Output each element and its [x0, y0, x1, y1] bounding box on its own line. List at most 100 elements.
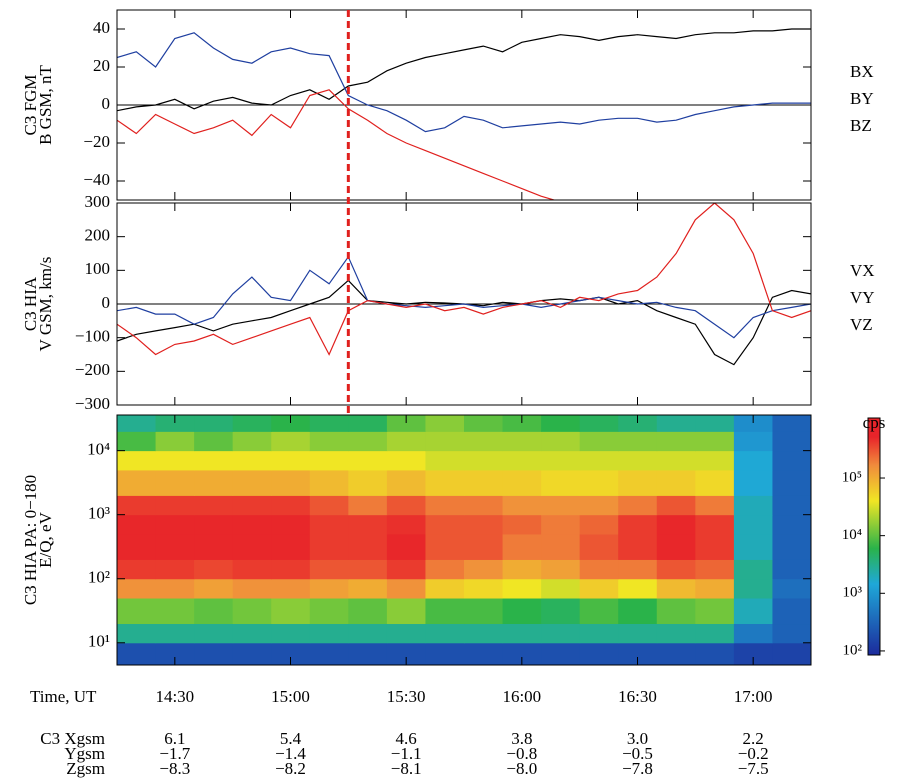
spectrogram-cell	[348, 431, 388, 452]
spectrogram-cell	[386, 495, 426, 516]
spectrogram-cell	[502, 514, 542, 535]
colorbar-tick-label: 10³	[843, 585, 863, 601]
spectrogram-cell	[309, 431, 349, 452]
spectrogram-cell	[155, 623, 195, 644]
ephemeris-value: −8.1	[391, 759, 422, 778]
y-tick-label: 40	[93, 18, 110, 37]
spectrogram-cell	[618, 623, 658, 644]
spectrogram-cell	[733, 642, 773, 666]
spectrogram-cell	[232, 559, 272, 580]
spectrogram-cell	[772, 469, 812, 496]
spectrogram-cell	[579, 469, 619, 496]
spectrogram-cell	[271, 495, 311, 516]
spectrogram-cell	[695, 469, 735, 496]
spectrogram-cell	[541, 514, 581, 535]
spectrogram-cell	[155, 514, 195, 535]
spectrogram-cell	[656, 495, 696, 516]
spectrogram-cell	[232, 495, 272, 516]
spectrogram-cell	[618, 495, 658, 516]
spectrogram-cell	[579, 623, 619, 644]
spectrogram-cell	[695, 533, 735, 560]
ephemeris-value: 6.1	[164, 729, 185, 748]
spectrogram-cell	[155, 598, 195, 625]
legend-entry: BZ	[850, 116, 872, 135]
spectrogram-cell	[464, 431, 504, 452]
spectrogram-cell	[425, 450, 465, 471]
ephemeris-value: 5.4	[280, 729, 302, 748]
spectrogram-cell	[425, 623, 465, 644]
spectrogram-cell	[117, 495, 157, 516]
spectrogram-cell	[348, 623, 388, 644]
spectrogram-cell	[541, 533, 581, 560]
spectrogram-cell	[232, 533, 272, 560]
spectrogram-cell	[541, 431, 581, 452]
spectrogram	[117, 415, 812, 666]
spectrogram-cell	[425, 642, 465, 666]
spectrogram-cell	[733, 514, 773, 535]
lines	[117, 203, 811, 366]
legend-entry: BX	[850, 62, 874, 81]
spectrogram-cell	[309, 469, 349, 496]
spectrogram-cell	[386, 598, 426, 625]
spectrogram-cell	[232, 415, 272, 432]
spectrogram-cell	[232, 514, 272, 535]
spectrogram-cell	[425, 469, 465, 496]
spectrogram-cell	[425, 533, 465, 560]
spectrogram-cell	[155, 415, 195, 432]
legend-entry: VZ	[850, 315, 873, 334]
legend-entry: BY	[850, 89, 874, 108]
ephemeris-value: 4.6	[396, 729, 417, 748]
spectrogram-cell	[309, 578, 349, 599]
ephemeris-value: −8.3	[159, 759, 190, 778]
spectrogram-cell	[194, 598, 234, 625]
spectrogram-cell	[232, 450, 272, 471]
spectrogram-cell	[541, 415, 581, 432]
spectrogram-cell	[348, 450, 388, 471]
panel-frame	[116, 202, 812, 406]
ephemeris-value: 3.0	[627, 729, 648, 748]
y-tick-label: 10²	[88, 568, 110, 587]
spectrogram-cell	[194, 623, 234, 644]
colorbar-tick-label: 10⁵	[842, 469, 862, 485]
spectrogram-cell	[733, 450, 773, 471]
y-tick-label: −100	[75, 327, 110, 346]
spectrogram-cell	[309, 533, 349, 560]
spectrogram-cell	[541, 642, 581, 666]
legend-entry: VX	[850, 261, 875, 280]
spectrogram-cell	[772, 533, 812, 560]
spectrogram-cell	[464, 415, 504, 432]
y-tick-label: 200	[85, 226, 111, 245]
spectrogram-cell	[464, 642, 504, 666]
spectrogram-cell	[271, 450, 311, 471]
spectrogram-cell	[271, 578, 311, 599]
y-tick-label: 20	[93, 56, 110, 75]
spectrogram-cell	[695, 598, 735, 625]
spectrogram-cell	[155, 559, 195, 580]
spectrogram-cell	[386, 514, 426, 535]
spectrogram-cell	[194, 469, 234, 496]
spectrogram-cell	[541, 469, 581, 496]
spectrogram-cell	[386, 469, 426, 496]
spectrogram-cell	[155, 533, 195, 560]
spectrogram-cell	[386, 533, 426, 560]
x-tick-label: 14:30	[155, 687, 194, 706]
spectrogram-cell	[618, 598, 658, 625]
spectrogram-cell	[695, 578, 735, 599]
spectrogram-cell	[194, 642, 234, 666]
lines	[117, 28, 811, 200]
spectrogram-cell	[309, 642, 349, 666]
spectrogram-cell	[425, 415, 465, 432]
spectrogram-cell	[579, 578, 619, 599]
spectrogram-cell	[155, 578, 195, 599]
spectrogram-cell	[695, 642, 735, 666]
spectrogram-cell	[695, 415, 735, 432]
spectrogram-cell	[232, 578, 272, 599]
spectrogram-cell	[386, 623, 426, 644]
spectrogram-cell	[733, 469, 773, 496]
spectrogram-cell	[772, 431, 812, 452]
spectrogram-cell	[309, 495, 349, 516]
spectrogram-cell	[271, 559, 311, 580]
y-axis-label: C3 FGM	[21, 75, 40, 136]
spectrogram-cell	[733, 495, 773, 516]
spectrogram-cell	[502, 415, 542, 432]
